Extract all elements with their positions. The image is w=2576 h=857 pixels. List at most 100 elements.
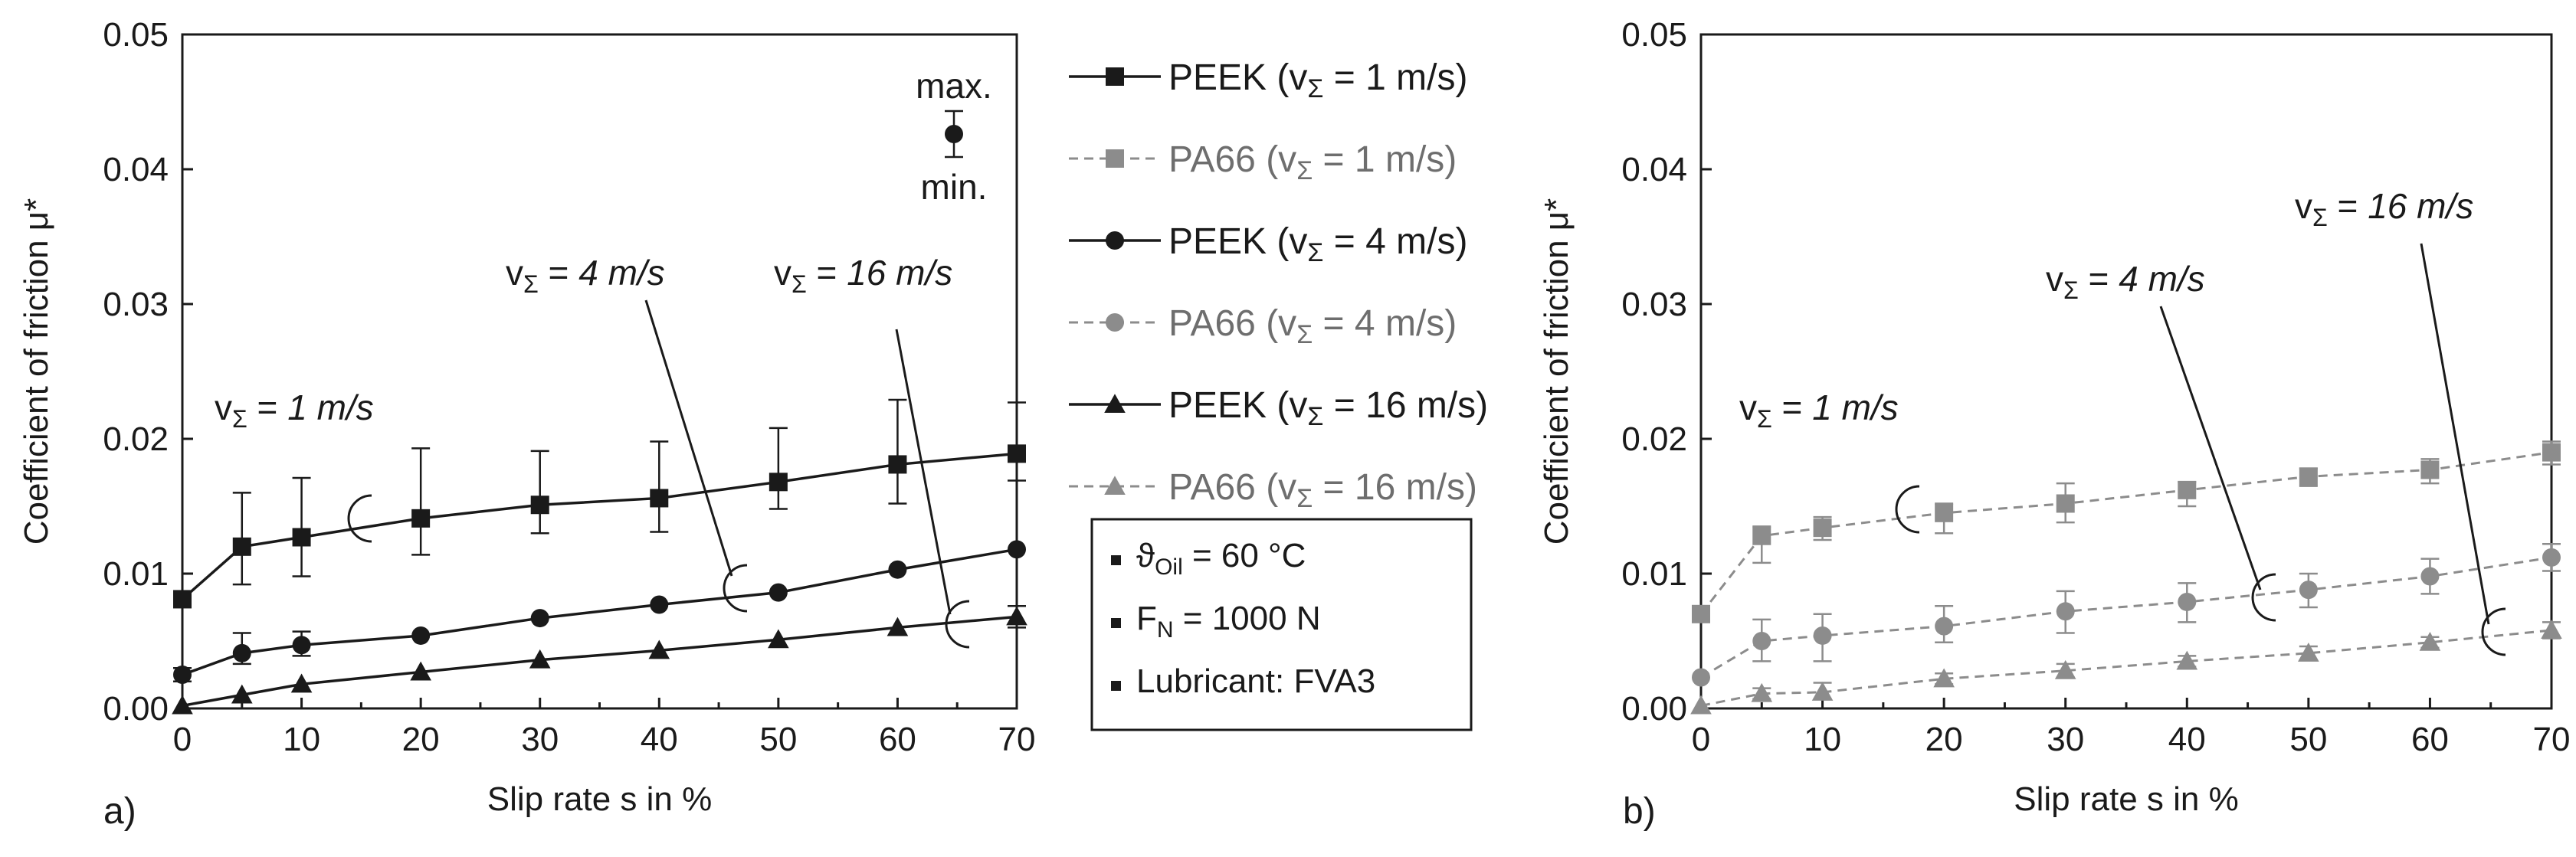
data-point — [1811, 682, 1834, 701]
data-point — [1752, 632, 1771, 650]
annotation-leader — [895, 329, 952, 615]
y-tick-label: 0.04 — [1621, 151, 1687, 188]
x-tick-label: 70 — [998, 721, 1036, 758]
legend-item-pa66-16ms: PA66 (vΣ = 16 m/s) — [1069, 467, 1477, 513]
series-peek-circle — [173, 540, 1026, 684]
y-tick-label: 0.05 — [103, 16, 169, 54]
annotation-label: vΣ = 1 m/s — [215, 388, 374, 433]
conditions-item: FN = 1000 N — [1136, 600, 1321, 643]
x-tick-label: 50 — [2289, 721, 2327, 758]
x-tick-label: 0 — [173, 721, 192, 758]
data-point — [769, 473, 788, 492]
series-line — [181, 452, 1018, 600]
annotation-label: vΣ = 4 m/s — [2046, 259, 2205, 304]
data-point — [1692, 604, 1710, 623]
data-point — [2542, 548, 2561, 567]
data-point — [1935, 617, 1954, 636]
panel-label: b) — [1623, 791, 1656, 832]
y-axis-label: Coefficient of friction μ* — [1538, 198, 1575, 545]
x-tick-label: 30 — [521, 721, 559, 758]
x-tick-label: 10 — [283, 721, 320, 758]
annotation-arc — [2251, 573, 2276, 622]
data-point — [2056, 494, 2075, 513]
data-point — [231, 684, 253, 704]
data-point — [648, 639, 670, 659]
y-tick-label: 0.00 — [103, 690, 169, 728]
x-tick-label: 50 — [759, 721, 797, 758]
data-point — [1690, 695, 1712, 715]
data-point — [530, 609, 549, 628]
conditions-box: ϑOil = 60 °C FN = 1000 N Lubricant: FVA3 — [1090, 518, 1473, 731]
data-point — [2419, 631, 2441, 651]
annotation-leader — [2420, 243, 2490, 625]
legend-label: PEEK (vΣ = 16 m/s) — [1168, 385, 1488, 431]
x-tick-label: 0 — [1692, 721, 1710, 758]
annotation-arc — [723, 564, 748, 613]
y-tick-label: 0.03 — [1621, 286, 1687, 323]
legend-item-pa66-1ms: PA66 (vΣ = 1 m/s) — [1069, 139, 1457, 185]
annotation-label: vΣ = 1 m/s — [1739, 388, 1899, 433]
panel-label: a) — [103, 791, 136, 832]
y-tick-label: 0.02 — [103, 420, 169, 458]
legend-label: PA66 (vΣ = 4 m/s) — [1168, 303, 1457, 349]
legend-item-pa66-4ms: PA66 (vΣ = 4 m/s) — [1069, 303, 1457, 349]
legend-marker — [1104, 476, 1126, 496]
conditions-item: ϑOil = 60 °C — [1136, 537, 1306, 580]
legend-label: PEEK (vΣ = 4 m/s) — [1168, 221, 1467, 267]
data-point — [769, 583, 788, 602]
x-tick-label: 10 — [1804, 721, 1841, 758]
data-point — [2541, 620, 2562, 639]
series-pa66-circle — [1692, 543, 2561, 687]
data-point — [1933, 668, 1955, 688]
legend-label: PA66 (vΣ = 16 m/s) — [1168, 467, 1477, 513]
data-point — [2298, 643, 2319, 662]
data-point — [173, 666, 192, 684]
data-point — [172, 695, 193, 715]
data-point — [1751, 682, 1773, 702]
data-point — [292, 636, 311, 655]
data-point — [1813, 626, 1832, 645]
annotation-label: vΣ = 16 m/s — [774, 253, 952, 298]
y-tick-label: 0.01 — [103, 555, 169, 593]
data-point — [2420, 460, 2440, 479]
y-axis-label: Coefficient of friction μ* — [18, 198, 55, 545]
x-tick-label: 70 — [2533, 721, 2571, 758]
conditions-item: Lubricant: FVA3 — [1136, 662, 1375, 700]
annotation-label: vΣ = 4 m/s — [506, 253, 665, 298]
data-point — [1935, 503, 1954, 522]
conditions-bullet — [1111, 618, 1121, 628]
data-point — [1008, 540, 1026, 559]
y-tick-label: 0.01 — [1621, 555, 1687, 593]
data-point — [530, 496, 549, 515]
data-point — [887, 617, 909, 636]
x-axis-label: Slip rate s in % — [487, 780, 712, 818]
x-axis-label: Slip rate s in % — [2014, 780, 2238, 818]
data-point — [2420, 567, 2440, 586]
data-point — [2299, 581, 2318, 600]
data-point — [292, 528, 311, 547]
series-line — [1700, 629, 2552, 707]
annotation-leader — [2159, 306, 2262, 590]
data-point — [650, 595, 669, 614]
errorbar-key-min: min. — [921, 167, 988, 207]
data-point — [1008, 444, 1026, 463]
data-point — [768, 629, 789, 649]
annotation-arc — [1895, 485, 1920, 534]
data-point — [232, 537, 251, 556]
data-point — [2054, 659, 2076, 679]
data-point — [529, 649, 551, 669]
data-point — [1752, 526, 1771, 545]
legend-label: PA66 (vΣ = 1 m/s) — [1168, 139, 1457, 185]
x-tick-label: 40 — [2168, 721, 2206, 758]
x-tick-label: 60 — [879, 721, 916, 758]
data-point — [2299, 467, 2318, 486]
data-point — [411, 509, 431, 528]
annotation-arc — [347, 494, 372, 543]
data-point — [290, 673, 313, 693]
plot-frame — [181, 33, 1018, 710]
annotation-arc — [2481, 607, 2506, 656]
y-tick-label: 0.02 — [1621, 420, 1687, 458]
annotation-leader — [644, 299, 733, 577]
data-point — [232, 643, 251, 662]
data-point — [411, 626, 431, 645]
